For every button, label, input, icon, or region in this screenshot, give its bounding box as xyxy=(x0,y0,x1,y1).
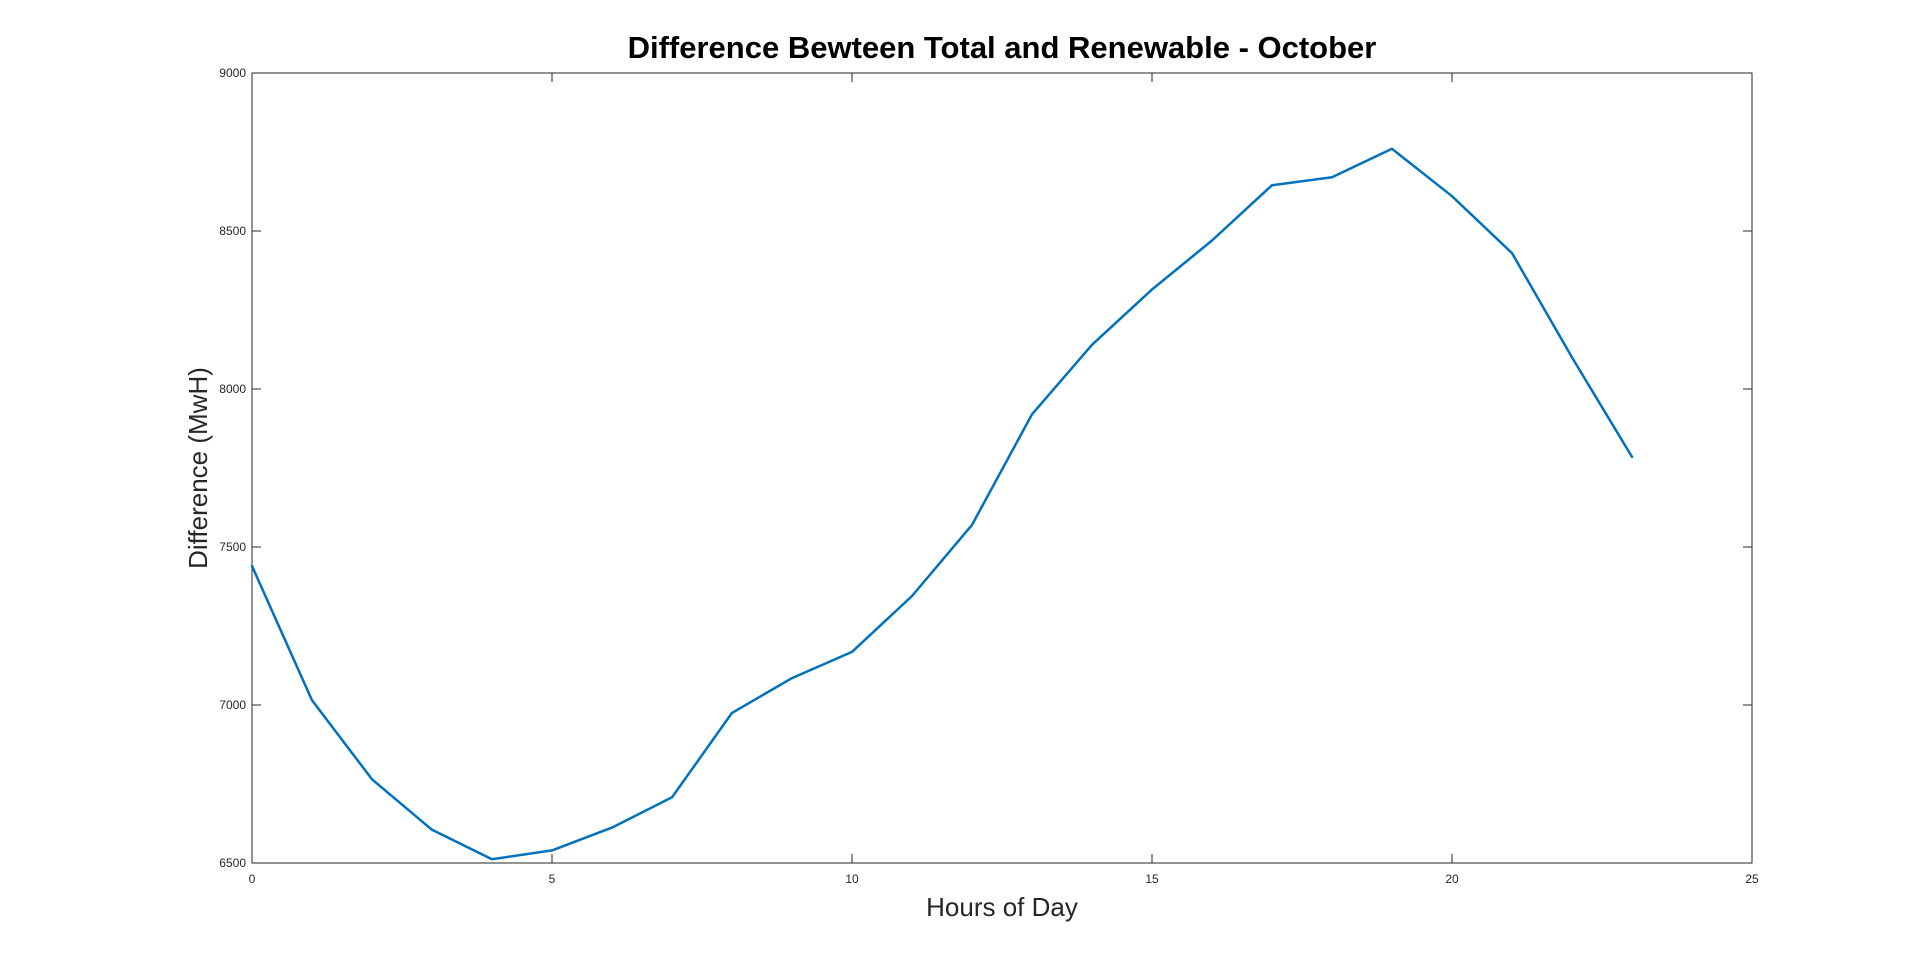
data-point xyxy=(311,699,314,702)
data-point xyxy=(1211,239,1214,242)
data-point xyxy=(371,778,374,781)
data-point xyxy=(1151,288,1154,291)
data-point xyxy=(251,565,254,568)
data-point xyxy=(1451,195,1454,198)
chart-title: Difference Bewteen Total and Renewable -… xyxy=(628,30,1377,65)
data-point xyxy=(1571,356,1574,359)
data-point xyxy=(1331,176,1334,179)
y-tick-label: 8500 xyxy=(219,224,246,238)
y-tick-label: 8000 xyxy=(219,382,246,396)
x-tick-label: 25 xyxy=(1745,872,1759,886)
data-point xyxy=(491,858,494,861)
data-point xyxy=(671,796,674,799)
data-point xyxy=(1631,455,1634,458)
data-point xyxy=(851,650,854,653)
data-point xyxy=(1511,252,1514,255)
data-point xyxy=(1271,184,1274,187)
x-tick-label: 20 xyxy=(1445,872,1459,886)
data-point xyxy=(1091,343,1094,346)
data-point xyxy=(611,826,614,829)
y-axis-label: Difference (MwH) xyxy=(183,367,213,569)
data-point xyxy=(791,677,794,680)
data-point xyxy=(1031,413,1034,416)
x-tick-label: 5 xyxy=(549,872,556,886)
data-point xyxy=(431,828,434,831)
data-point xyxy=(1391,147,1394,150)
data-point xyxy=(731,711,734,714)
data-point xyxy=(971,523,974,526)
y-tick-label: 9000 xyxy=(219,66,246,80)
x-tick-label: 15 xyxy=(1145,872,1159,886)
data-point xyxy=(551,849,554,852)
y-tick-label: 7500 xyxy=(219,540,246,554)
x-axis-label: Hours of Day xyxy=(926,892,1078,922)
x-tick-label: 10 xyxy=(845,872,859,886)
y-tick-label: 6500 xyxy=(219,856,246,870)
x-tick-label: 0 xyxy=(249,872,256,886)
y-tick-label: 7000 xyxy=(219,698,246,712)
data-point xyxy=(911,595,914,598)
